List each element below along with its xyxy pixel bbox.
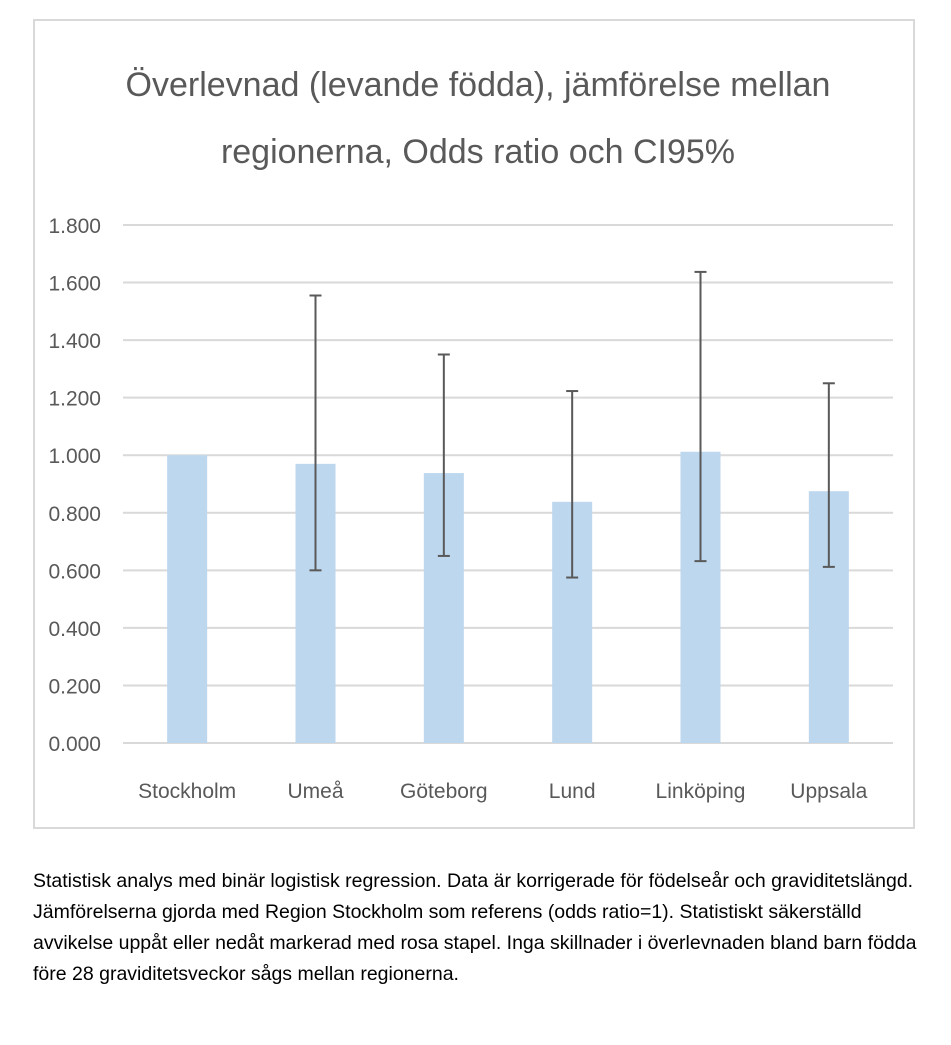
x-axis-labels: Stockholm Umeå Göteborg Lund Linköping Uppsal… — [138, 780, 868, 803]
y-tick-label: 0.600 — [48, 560, 101, 583]
x-category-label: Uppsala — [790, 780, 867, 803]
error-bar-lund — [566, 390, 579, 579]
y-axis-ticks: 0.000 0.200 0.400 0.600 0.800 1.000 1.200 1.400… — [48, 215, 101, 756]
chart-frame: Överlevnad (levande födda), jämförelse m… — [33, 19, 915, 829]
bar-stockholm — [167, 455, 208, 743]
bars — [167, 451, 849, 743]
x-category-label: Umeå — [287, 780, 343, 803]
chart: Överlevnad (levande födda), jämförelse m… — [48, 66, 893, 803]
error-bar-umeå — [309, 294, 322, 572]
y-tick-label: 1.400 — [48, 330, 101, 353]
x-category-label: Stockholm — [138, 780, 236, 803]
y-tick-label: 1.600 — [48, 273, 101, 296]
x-category-label: Linköping — [656, 780, 746, 803]
y-tick-label: 1.200 — [48, 388, 101, 411]
y-tick-label: 0.200 — [48, 675, 101, 698]
error-bar-linköping — [694, 270, 707, 563]
y-tick-label: 0.000 — [48, 733, 101, 756]
y-tick-label: 1.800 — [48, 215, 101, 238]
y-tick-label: 0.800 — [48, 503, 101, 526]
y-tick-label: 1.000 — [48, 445, 101, 468]
y-tick-label: 0.400 — [48, 618, 101, 641]
gridlines — [123, 224, 893, 744]
chart-caption: Statistisk analys med binär logistisk re… — [33, 870, 917, 985]
chart-title-line-2: regionerna, Odds ratio och CI95% — [221, 133, 735, 171]
error-bars — [309, 270, 835, 579]
chart-title-line-1: Överlevnad (levande födda), jämförelse m… — [126, 66, 831, 104]
x-category-label: Lund — [549, 780, 596, 803]
error-bar-uppsala — [822, 382, 835, 568]
error-bar-göteborg — [437, 353, 450, 557]
x-category-label: Göteborg — [400, 780, 488, 803]
